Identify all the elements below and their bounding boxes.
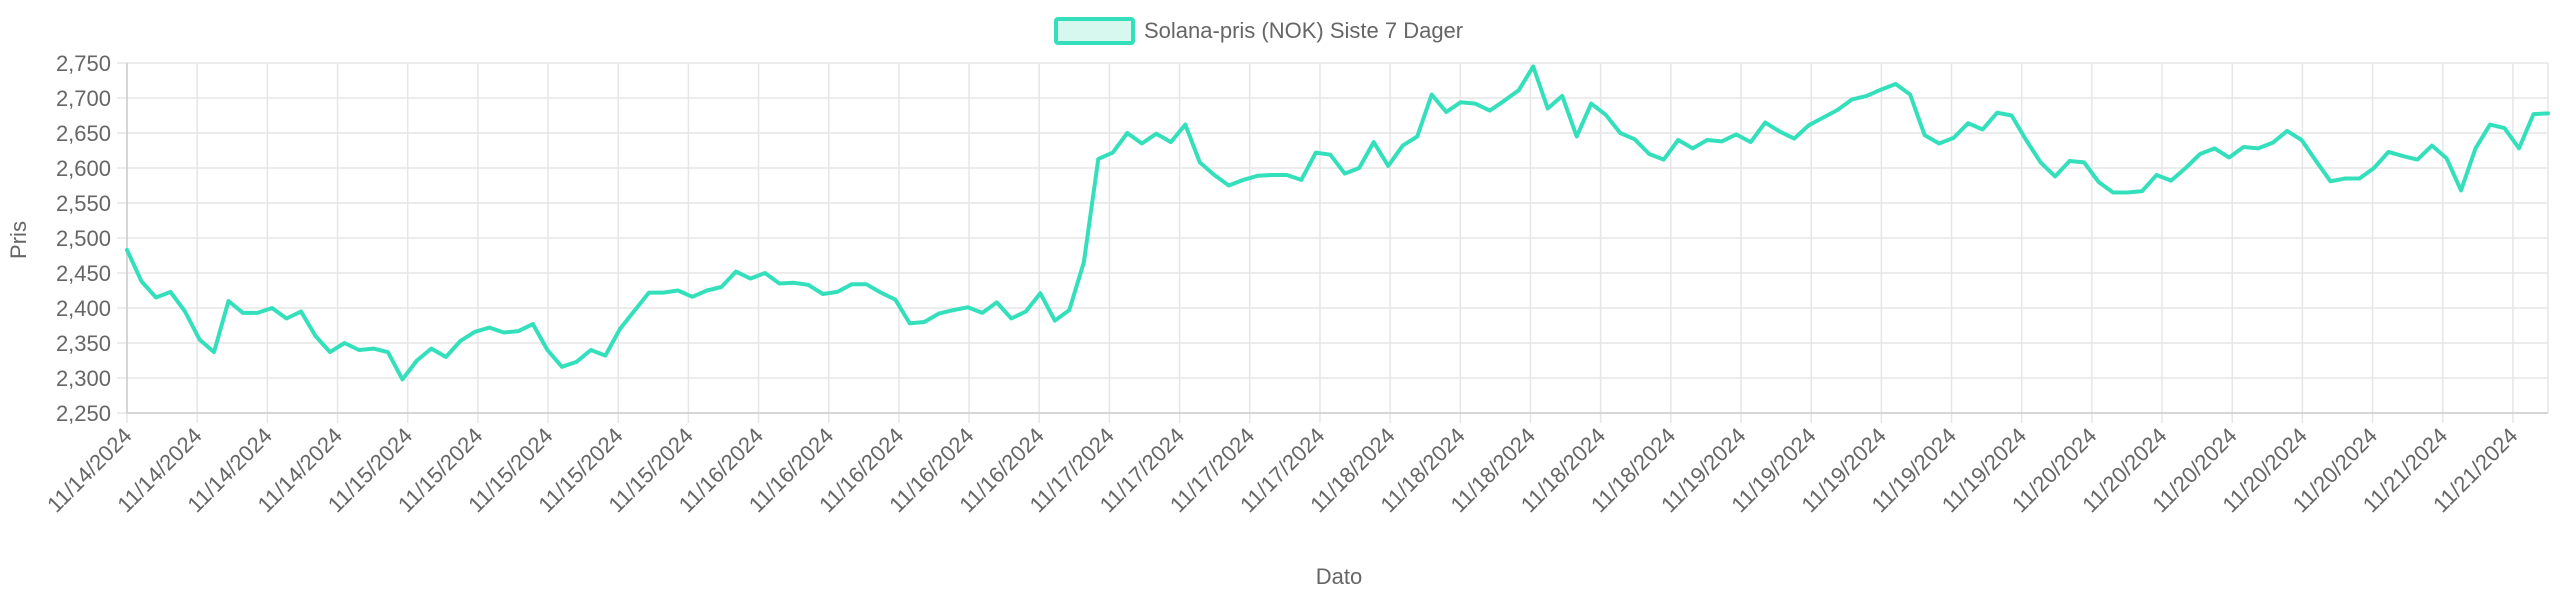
series-layer: [125, 64, 2550, 382]
y-axis-ticks: 2,250 2,300 2,350 2,400 2,450 2,500 2,550 2,600…: [56, 51, 111, 426]
y-tick-label: 2,650: [56, 121, 111, 146]
legend-label[interactable]: Solana-pris (NOK) Siste 7 Dager: [1144, 18, 1463, 43]
y-tick-label: 2,250: [56, 401, 111, 426]
y-tick-label: 2,550: [56, 191, 111, 216]
y-tick-label: 2,600: [56, 156, 111, 181]
legend-swatch[interactable]: [1054, 17, 1135, 45]
y-tick-label: 2,300: [56, 366, 111, 391]
grid: [117, 62, 2549, 423]
y-tick-label: 2,750: [56, 51, 111, 76]
x-axis-title: Dato: [1316, 564, 1362, 589]
y-tick-label: 2,450: [56, 261, 111, 286]
y-axis-title: Pris: [6, 221, 31, 259]
legend[interactable]: Solana-pris (NOK) Siste 7 Dager: [1054, 17, 1463, 45]
y-tick-label: 2,400: [56, 296, 111, 321]
y-tick-label: 2,500: [56, 226, 111, 251]
y-tick-label: 2,700: [56, 86, 111, 111]
y-tick-label: 2,350: [56, 331, 111, 356]
x-axis-ticks: 11/14/202411/14/202411/14/202411/14/2024…: [42, 423, 2522, 517]
series-line[interactable]: [125, 64, 2550, 382]
